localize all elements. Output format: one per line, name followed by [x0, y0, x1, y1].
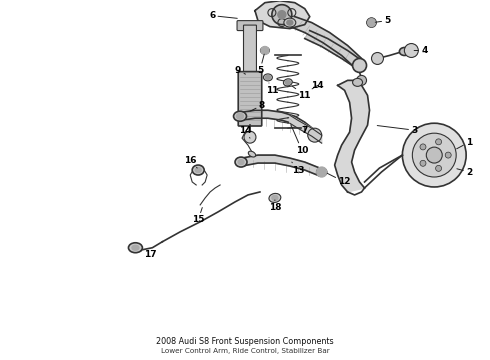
FancyBboxPatch shape	[238, 72, 262, 126]
Ellipse shape	[285, 80, 290, 84]
Text: 13: 13	[292, 162, 304, 175]
Polygon shape	[338, 80, 362, 85]
Circle shape	[420, 160, 426, 166]
Text: 10: 10	[291, 125, 308, 154]
Ellipse shape	[283, 79, 292, 86]
Ellipse shape	[237, 113, 244, 119]
Circle shape	[436, 165, 441, 171]
Ellipse shape	[367, 19, 376, 26]
Circle shape	[272, 5, 292, 24]
Text: 7: 7	[301, 126, 308, 135]
Polygon shape	[242, 155, 319, 176]
Circle shape	[404, 44, 418, 58]
Polygon shape	[335, 80, 369, 192]
Ellipse shape	[317, 168, 327, 176]
Circle shape	[420, 144, 426, 150]
Circle shape	[317, 167, 327, 177]
Text: 14: 14	[239, 126, 251, 138]
Text: 6: 6	[209, 11, 237, 20]
Text: 14: 14	[312, 81, 324, 90]
Circle shape	[402, 123, 466, 187]
Text: 2: 2	[457, 167, 472, 176]
Ellipse shape	[399, 48, 409, 55]
Polygon shape	[242, 110, 315, 138]
Ellipse shape	[238, 159, 244, 165]
Ellipse shape	[287, 20, 293, 25]
Text: 5: 5	[375, 16, 391, 25]
Polygon shape	[255, 1, 310, 28]
Ellipse shape	[132, 245, 139, 250]
Circle shape	[308, 128, 322, 142]
Text: 4: 4	[414, 46, 427, 55]
Ellipse shape	[272, 195, 278, 201]
Text: 2008 Audi S8 Front Suspension Components: 2008 Audi S8 Front Suspension Components	[156, 337, 334, 346]
Text: 15: 15	[192, 208, 204, 224]
Ellipse shape	[195, 167, 201, 172]
Circle shape	[367, 18, 376, 28]
Ellipse shape	[264, 74, 272, 81]
Ellipse shape	[235, 157, 247, 167]
Text: 3: 3	[377, 126, 417, 135]
Text: 9: 9	[235, 66, 245, 75]
Circle shape	[436, 139, 441, 145]
Circle shape	[445, 152, 451, 158]
Text: 11: 11	[292, 86, 311, 100]
Circle shape	[357, 75, 367, 85]
Text: Lower Control Arm, Ride Control, Stabilizer Bar: Lower Control Arm, Ride Control, Stabili…	[161, 348, 329, 354]
Ellipse shape	[284, 18, 296, 27]
Ellipse shape	[192, 165, 204, 175]
Polygon shape	[288, 17, 362, 68]
Text: 16: 16	[184, 156, 197, 168]
FancyBboxPatch shape	[237, 21, 263, 31]
Text: 12: 12	[327, 173, 351, 186]
Ellipse shape	[261, 47, 270, 54]
Text: 1: 1	[457, 138, 472, 149]
Polygon shape	[305, 31, 365, 71]
FancyBboxPatch shape	[244, 25, 256, 73]
Ellipse shape	[353, 78, 363, 86]
Circle shape	[426, 147, 442, 163]
Ellipse shape	[248, 151, 256, 157]
Ellipse shape	[269, 193, 281, 202]
Circle shape	[413, 133, 456, 177]
Text: 18: 18	[269, 200, 281, 212]
Circle shape	[353, 58, 367, 72]
Circle shape	[244, 131, 256, 143]
Polygon shape	[290, 115, 322, 143]
Circle shape	[261, 46, 269, 54]
Ellipse shape	[234, 111, 246, 121]
Text: 17: 17	[141, 250, 157, 259]
Text: 8: 8	[250, 101, 265, 111]
Text: 11: 11	[266, 83, 278, 95]
Text: 5: 5	[257, 54, 264, 75]
Ellipse shape	[128, 243, 143, 253]
Ellipse shape	[266, 75, 270, 80]
Circle shape	[371, 53, 384, 64]
Circle shape	[278, 11, 286, 19]
